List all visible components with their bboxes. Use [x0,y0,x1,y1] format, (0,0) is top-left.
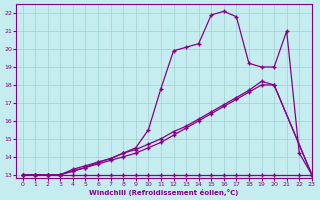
X-axis label: Windchill (Refroidissement éolien,°C): Windchill (Refroidissement éolien,°C) [89,189,239,196]
